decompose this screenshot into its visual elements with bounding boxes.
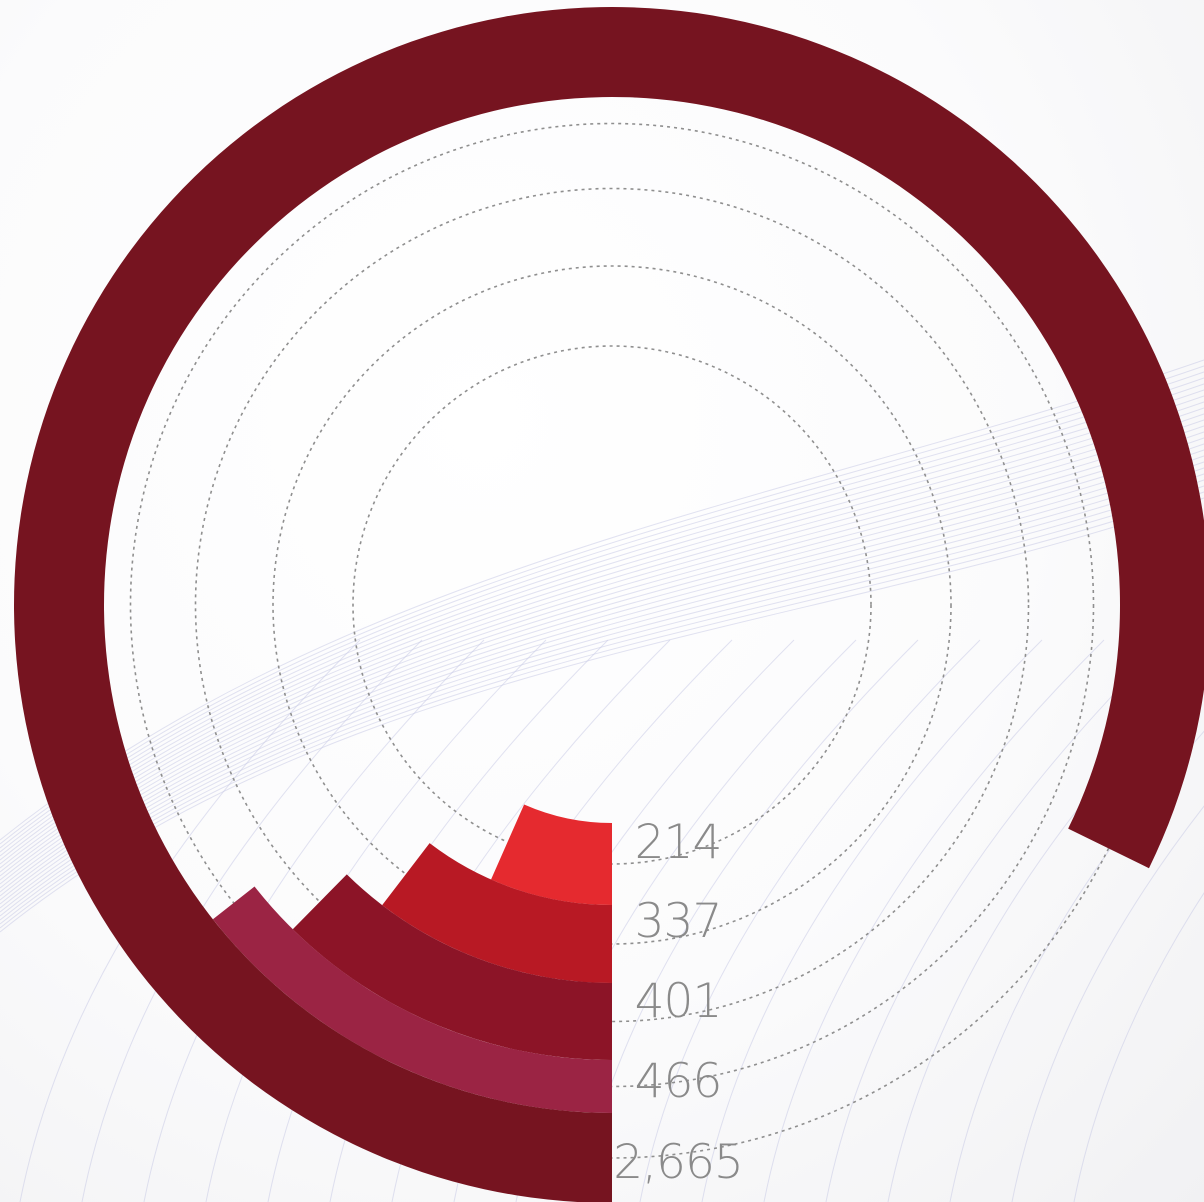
wave-line	[0, 407, 1204, 873]
wave-line	[0, 473, 1204, 917]
wave-line	[0, 383, 1204, 857]
wave-line	[0, 401, 1204, 869]
bar-arcs	[14, 7, 1204, 1202]
value-label-4: 466	[635, 1054, 722, 1109]
value-label-1: 214	[635, 815, 722, 870]
value-label-3: 401	[635, 974, 722, 1029]
wave-line	[0, 413, 1204, 877]
bar-arc-2	[382, 843, 612, 983]
wave-line	[0, 437, 1204, 893]
track-circle	[352, 345, 872, 865]
wave-line	[0, 425, 1204, 885]
wave-line	[1073, 892, 1204, 1202]
wave-line	[0, 491, 1204, 929]
bar-arc-4	[212, 886, 613, 1113]
wave-line	[0, 419, 1204, 881]
wave-line	[639, 639, 981, 1202]
wave-line	[1011, 805, 1204, 1202]
wave-line	[0, 479, 1204, 921]
wave-line	[825, 639, 1167, 1202]
wave-line	[0, 497, 1204, 933]
wave-line	[0, 485, 1204, 925]
wave-line	[763, 639, 1105, 1202]
wave-line	[0, 443, 1204, 897]
wave-line	[0, 395, 1204, 865]
value-labels: 214 337 401 466 2,665	[613, 815, 744, 1190]
wave-line	[0, 359, 1204, 841]
wave-line	[701, 639, 1043, 1202]
wave-line	[0, 449, 1204, 901]
wave-line	[0, 365, 1204, 845]
wave-line	[0, 371, 1204, 849]
bar-arc-3	[292, 874, 612, 1060]
wave-line	[0, 461, 1204, 909]
wave-line	[0, 455, 1204, 905]
wave-line	[0, 377, 1204, 853]
bar-arc-1	[491, 804, 612, 905]
track-circle	[194, 187, 1030, 1023]
value-label-5: 2,665	[613, 1135, 743, 1190]
wave-line	[0, 431, 1204, 889]
wave-line	[0, 389, 1204, 861]
value-label-2: 337	[635, 894, 722, 949]
wave-line	[949, 730, 1204, 1202]
